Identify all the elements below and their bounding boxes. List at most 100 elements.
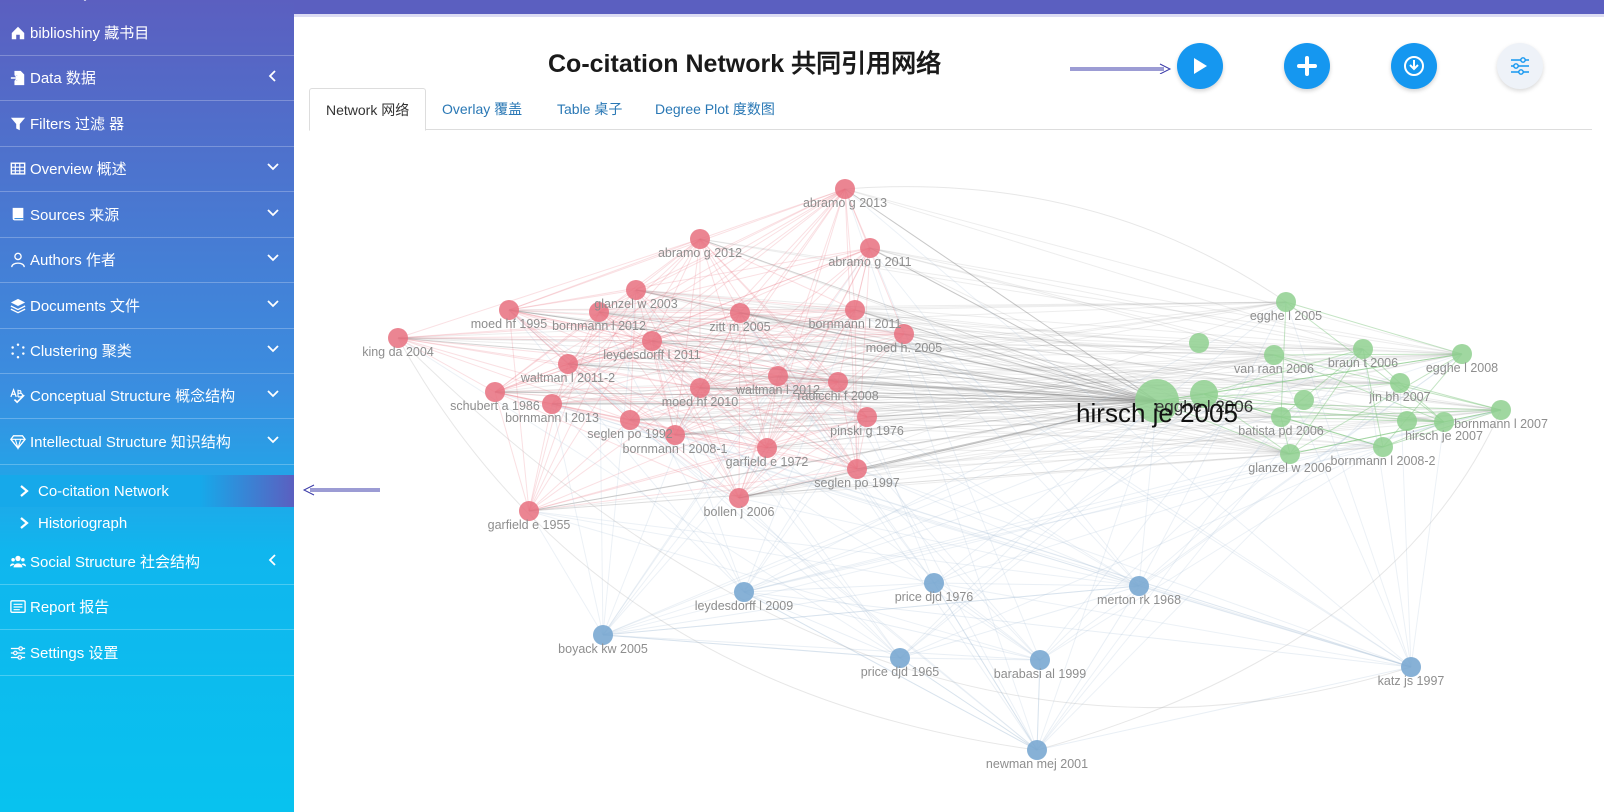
network-edge xyxy=(674,434,1412,668)
network-edge xyxy=(899,657,1041,661)
options-button[interactable] xyxy=(1497,43,1543,89)
chevron-right-icon xyxy=(20,517,29,529)
network-edge xyxy=(699,238,1364,350)
network-node[interactable] xyxy=(734,582,754,602)
network-node[interactable] xyxy=(665,425,685,445)
sidebar-item-data[interactable]: Data 数据 xyxy=(0,55,294,101)
network-edge xyxy=(844,188,1158,402)
sidebar-item-documents[interactable]: Documents 文件 xyxy=(0,283,294,329)
network-node[interactable] xyxy=(768,366,788,386)
network-node[interactable] xyxy=(1452,344,1472,364)
network-node[interactable] xyxy=(519,501,539,521)
sidebar-item-overview[interactable]: Overview 概述 xyxy=(0,146,294,192)
network-node[interactable] xyxy=(626,280,646,300)
network-node[interactable] xyxy=(729,488,749,508)
tab-table[interactable]: Table 桌子 xyxy=(557,101,623,117)
network-node[interactable] xyxy=(1189,333,1209,353)
network-edge xyxy=(1203,353,1463,395)
network-node[interactable] xyxy=(857,407,877,427)
network-node[interactable] xyxy=(730,303,750,323)
network-edge xyxy=(837,381,1158,402)
sidebar-item-intellectual-structure[interactable]: Intellectual Structure 知识结构 xyxy=(0,419,294,465)
sidebar-item-report[interactable]: Report 报告 xyxy=(0,584,294,630)
sidebar-item-filters[interactable]: Filters 过滤 器 xyxy=(0,101,294,147)
network-node[interactable] xyxy=(860,238,880,258)
network-node[interactable] xyxy=(1190,380,1218,408)
network-edge xyxy=(743,409,1502,593)
network-edge xyxy=(551,403,676,436)
network-node[interactable] xyxy=(542,394,562,414)
sidebar-item-social[interactable]: Social Structure 社会结构 xyxy=(0,539,294,585)
network-edge xyxy=(528,510,1041,661)
network-node[interactable] xyxy=(1353,339,1373,359)
network-edge xyxy=(598,311,1291,455)
network-node[interactable] xyxy=(589,302,609,322)
network-node[interactable] xyxy=(1390,373,1410,393)
network-edge xyxy=(1289,409,1502,455)
network-edge xyxy=(738,468,858,499)
network-node[interactable] xyxy=(835,179,855,199)
network-node[interactable] xyxy=(845,300,865,320)
page-title: Co-citation Network 共同引用网络 xyxy=(548,50,942,78)
network-node[interactable] xyxy=(642,331,662,351)
tab-degree-plot[interactable]: Degree Plot 度数图 xyxy=(655,101,775,117)
network-node[interactable] xyxy=(1027,740,1047,760)
add-button[interactable] xyxy=(1284,43,1330,89)
network-node[interactable] xyxy=(1264,345,1284,365)
network-edge xyxy=(854,309,858,470)
network-canvas[interactable]: abramo g 2013 abramo g 2012 abramo g 2011 g… xyxy=(294,130,1604,812)
network-node[interactable] xyxy=(388,328,408,348)
network-edge xyxy=(699,238,858,470)
sidebar-item-authors[interactable]: Authors 作者 xyxy=(0,237,294,283)
network-node[interactable] xyxy=(1271,407,1291,427)
sidebar-item-conceptual-structure[interactable]: Conceptual Structure 概念结构 xyxy=(0,373,294,419)
run-button[interactable] xyxy=(1177,43,1223,89)
co-citation-network-graph[interactable]: abramo g 2013 abramo g 2012 abramo g 2011 g… xyxy=(294,130,1604,812)
network-node[interactable] xyxy=(894,324,914,344)
network-edge xyxy=(674,353,1463,436)
network-node[interactable] xyxy=(690,229,710,249)
tab-overlay[interactable]: Overlay 覆盖 xyxy=(442,101,523,117)
network-edge xyxy=(1138,585,1412,668)
network-node[interactable] xyxy=(558,354,578,374)
network-edge xyxy=(699,387,740,499)
network-node[interactable] xyxy=(847,459,867,479)
network-node[interactable] xyxy=(757,438,777,458)
network-node[interactable] xyxy=(1434,412,1454,432)
network-node[interactable] xyxy=(1294,390,1314,410)
network-node-label: moed hf 2010 xyxy=(662,395,738,409)
network-node[interactable] xyxy=(1491,400,1511,420)
network-node[interactable] xyxy=(890,648,910,668)
network-edge xyxy=(674,309,856,436)
network-node[interactable] xyxy=(924,573,944,593)
tab-network[interactable]: Network 网络 xyxy=(309,88,427,131)
network-node[interactable] xyxy=(828,372,848,392)
network-node[interactable] xyxy=(1401,657,1421,677)
network-node[interactable] xyxy=(1276,292,1296,312)
network-node[interactable] xyxy=(690,378,710,398)
network-node[interactable] xyxy=(1135,379,1179,423)
sidebar-subitem-historiograph[interactable]: Historiograph xyxy=(0,507,294,539)
network-edge xyxy=(854,247,871,311)
sidebar-item-biblioshiny[interactable]: biblioshiny 藏书目 xyxy=(0,10,294,56)
sidebar-subitem-co-citation-network[interactable]: Co-citation Network xyxy=(0,475,294,507)
network-edge xyxy=(777,375,858,470)
network-node[interactable] xyxy=(593,625,613,645)
chevron-down-icon xyxy=(267,436,279,444)
network-node[interactable] xyxy=(1397,411,1417,431)
download-button[interactable] xyxy=(1391,43,1437,89)
network-node[interactable] xyxy=(485,382,505,402)
network-node[interactable] xyxy=(1373,437,1393,457)
network-edge xyxy=(397,337,1401,384)
sidebar-item-clustering[interactable]: Clustering 聚类 xyxy=(0,328,294,374)
sidebar-item-sources[interactable]: Sources 来源 xyxy=(0,192,294,238)
network-node[interactable] xyxy=(1030,650,1050,670)
network-node[interactable] xyxy=(1129,576,1149,596)
network-node[interactable] xyxy=(620,410,640,430)
network-node[interactable] xyxy=(499,300,519,320)
network-node-label: egghe l 2005 xyxy=(1250,309,1322,323)
sidebar-item-settings[interactable]: Settings 设置 xyxy=(0,630,294,676)
network-node[interactable] xyxy=(1280,444,1300,464)
network-edge xyxy=(567,188,846,365)
network-node-label: abramo g 2013 xyxy=(803,196,887,210)
